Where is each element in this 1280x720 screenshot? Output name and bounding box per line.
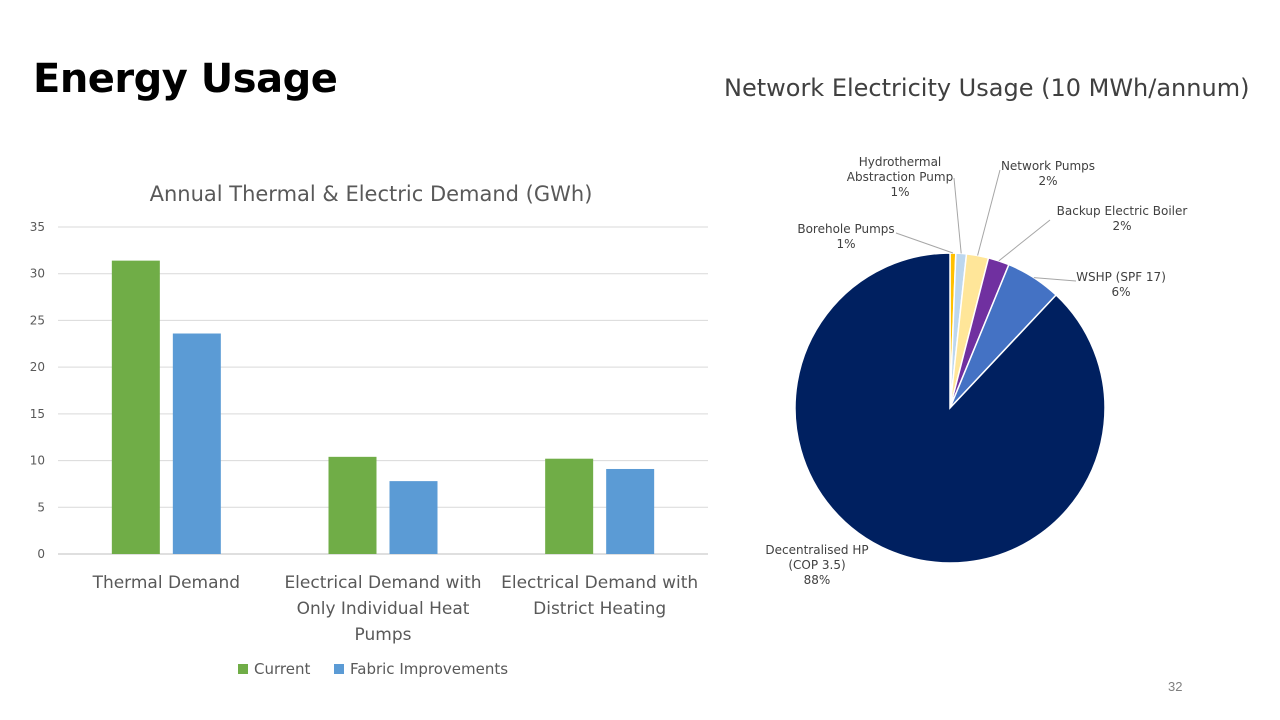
pie-chart-title: Network Electricity Usage (10 MWh/annum) <box>724 74 1250 102</box>
legend-label: Fabric Improvements <box>350 660 508 678</box>
pie-data-label: WSHP (SPF 17) <box>1076 270 1166 284</box>
pie-slices <box>794 252 1106 564</box>
pie-leader-line <box>977 169 1001 256</box>
bar-chart: Annual Thermal & Electric Demand (GWh) 0… <box>30 182 708 678</box>
bar-y-tick-label: 20 <box>30 360 45 374</box>
pie-data-label: Abstraction Pump <box>847 170 953 184</box>
bar-y-tick-label: 35 <box>30 220 45 234</box>
bar-y-tick-label: 5 <box>37 500 45 514</box>
bar-y-tick-label: 15 <box>30 407 45 421</box>
pie-data-label: 1% <box>890 185 909 199</box>
pie-slice-decentralised-hp-cop-3-5 <box>794 252 1106 564</box>
pie-leader-line <box>1033 277 1077 282</box>
pie-leader-lines <box>895 169 1077 282</box>
bar-y-tick-label: 25 <box>30 313 45 327</box>
bar-current-1 <box>328 456 377 554</box>
bar-x-tick-label: Electrical Demand with <box>284 573 481 593</box>
bar-series <box>111 260 655 554</box>
bar-current-0 <box>111 260 160 554</box>
bar-x-tick-label: Electrical Demand with <box>501 573 698 593</box>
pie-data-label: Backup Electric Boiler <box>1057 204 1188 218</box>
pie-leader-line <box>953 177 962 254</box>
pie-data-label: 2% <box>1038 174 1057 188</box>
legend-swatch <box>334 664 344 674</box>
bar-y-axis: 0 5 10 15 20 25 30 35 <box>30 220 45 561</box>
pie-labels: Borehole Pumps1%HydrothermalAbstraction … <box>765 155 1187 587</box>
bar-y-tick-label: 0 <box>37 547 45 561</box>
pie-data-label: 6% <box>1111 285 1130 299</box>
legend-label: Current <box>254 660 310 678</box>
bar-x-tick-label: Only Individual Heat <box>297 599 470 619</box>
slide-number: 32 <box>1168 679 1183 694</box>
bar-x-tick-label: District Heating <box>533 599 666 619</box>
slide-title: Energy Usage <box>33 56 338 102</box>
pie-data-label: Hydrothermal <box>859 155 942 169</box>
pie-data-label: 88% <box>804 573 831 587</box>
pie-leader-line <box>895 232 954 254</box>
bar-fabric-improvements-2 <box>606 468 655 554</box>
bar-y-tick-label: 30 <box>30 267 45 281</box>
bar-gridlines <box>58 226 708 555</box>
pie-data-label: 2% <box>1112 219 1131 233</box>
bar-x-tick-label: Thermal Demand <box>92 573 241 593</box>
bar-current-2 <box>545 458 594 554</box>
bar-legend: Current Fabric Improvements <box>238 660 508 678</box>
pie-data-label: (COP 3.5) <box>788 558 845 572</box>
bar-x-tick-label: Pumps <box>355 625 412 645</box>
pie-data-label: Borehole Pumps <box>797 222 894 236</box>
pie-leader-line <box>998 219 1051 262</box>
bar-x-axis: Thermal Demand Electrical Demand with Only… <box>92 573 699 645</box>
bar-fabric-improvements-0 <box>172 333 221 554</box>
pie-data-label: Network Pumps <box>1001 159 1095 173</box>
bar-y-tick-label: 10 <box>30 454 45 468</box>
bar-fabric-improvements-1 <box>389 481 438 554</box>
legend-swatch <box>238 664 248 674</box>
pie-data-label: Decentralised HP <box>765 543 868 557</box>
bar-chart-title: Annual Thermal & Electric Demand (GWh) <box>150 182 593 206</box>
pie-data-label: 1% <box>836 237 855 251</box>
